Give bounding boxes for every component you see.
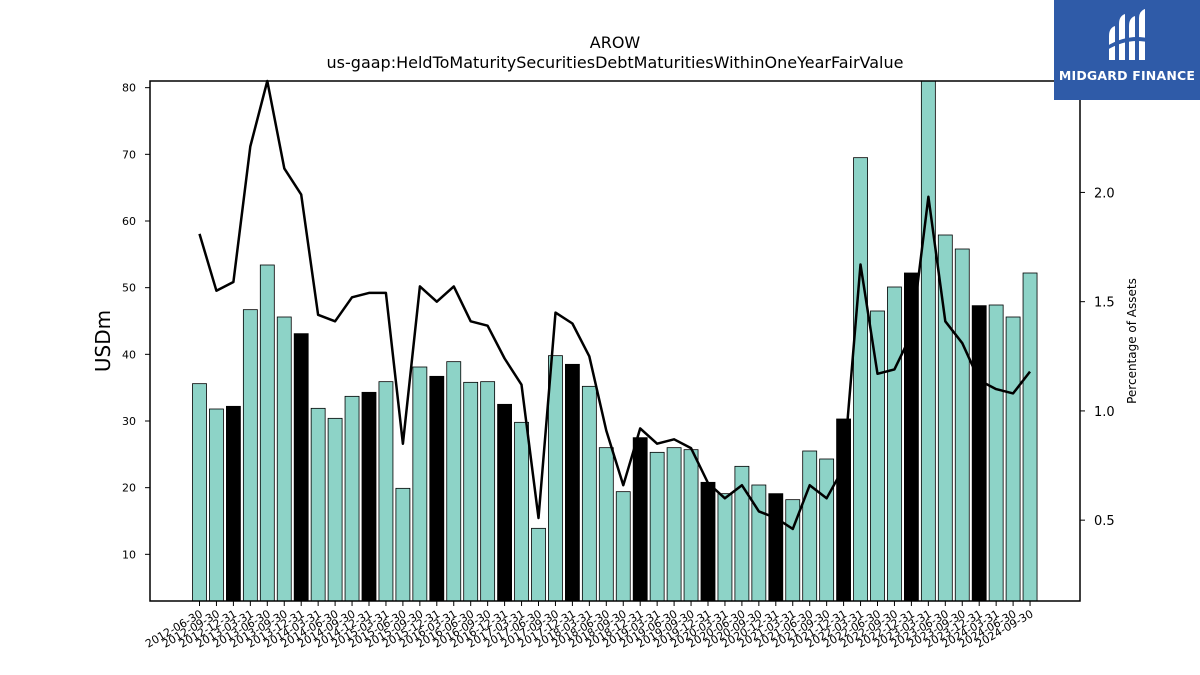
bar-2015-12-31 [429,375,445,602]
bar-2023-12-31 [971,305,987,602]
bar-2020-12-31 [768,493,784,602]
bars-group [192,80,1038,602]
bar-2023-09-30 [954,248,970,602]
bar-2013-12-31 [293,333,309,602]
bar-2018-09-30 [615,491,631,602]
bar-2016-06-30 [463,381,479,602]
bar-2021-06-30 [802,450,818,602]
bar-2014-03-31 [310,407,326,602]
bar-2012-12-31 [225,405,241,602]
bar-2021-09-30 [819,458,835,602]
bar-2018-06-30 [598,447,614,602]
bar-2021-12-31 [836,418,851,602]
midgard-logo-icon [1107,9,1147,60]
bar-2023-03-31 [920,80,936,602]
y-tick-label: 50 [122,282,136,295]
bar-2014-06-30 [327,417,343,602]
bar-2024-06-30 [1005,316,1021,602]
logo: MIDGARD FINANCE [1054,0,1200,100]
bar-2016-12-31 [497,403,513,602]
y2-tick-label: 0.5 [1094,514,1115,529]
bar-2018-03-31 [581,385,597,602]
bar-2017-12-31 [565,363,580,602]
percentage-line [198,79,1031,531]
bar-2015-06-30 [395,487,411,602]
y-tick-label: 80 [122,82,136,95]
y-axis-right: 0.5 1.0 1.5 2.0 [1080,186,1115,529]
bar-2022-12-31 [904,272,919,602]
bar-2024-03-31 [988,304,1004,602]
chart-title: AROW [590,33,641,52]
y-tick-label: 70 [122,148,136,161]
y-axis-label: USDm [91,310,115,372]
bar-2017-09-30 [548,355,563,602]
plot-frame [149,80,1081,602]
bar-2024-09-30 [1022,272,1038,602]
y-tick-label: 10 [122,548,136,561]
line-group [198,79,1031,531]
bar-2019-06-30 [666,447,682,602]
chart-subtitle: us-gaap:HeldToMaturitySecuritiesDebtMatu… [327,53,904,72]
y2-axis-label: Percentage of Assets [1125,278,1139,404]
y2-tick-label: 2.0 [1094,186,1115,201]
bar-2020-03-31 [717,493,733,602]
bar-2018-12-31 [632,437,648,602]
bar-2014-09-30 [344,395,360,602]
bar-2022-03-31 [853,157,868,602]
y-tick-label: 20 [122,482,136,495]
bar-2019-03-31 [649,451,665,602]
logo-text: MIDGARD FINANCE [1058,68,1196,83]
y-tick-label: 30 [122,415,136,428]
bar-2015-09-30 [412,366,428,602]
bar-2022-06-30 [870,310,885,602]
y2-tick-label: 1.5 [1094,296,1115,311]
bar-2019-12-31 [700,481,716,602]
bar-2013-03-31 [242,309,258,602]
bar-2013-06-30 [259,264,275,602]
bar-2015-03-31 [378,381,394,602]
bar-2019-09-30 [683,449,699,602]
bar-2022-09-30 [887,286,902,602]
y-tick-label: 60 [122,215,136,228]
bar-2017-03-31 [514,421,529,602]
y-axis-left: 10 20 30 40 50 60 70 80 [122,82,150,561]
bar-2012-06-30 [192,383,207,602]
x-axis: 2012-06-302012-09-302012-12-312013-03-31… [143,601,1036,651]
y-tick-label: 40 [122,348,136,361]
bar-2012-09-30 [209,408,224,602]
bar-2014-12-31 [361,391,377,602]
bar-2016-03-31 [446,361,462,602]
bar-2016-09-30 [480,381,496,602]
bar-2013-09-30 [276,316,292,602]
bar-2017-06-30 [531,527,546,602]
y2-tick-label: 1.0 [1094,405,1115,420]
